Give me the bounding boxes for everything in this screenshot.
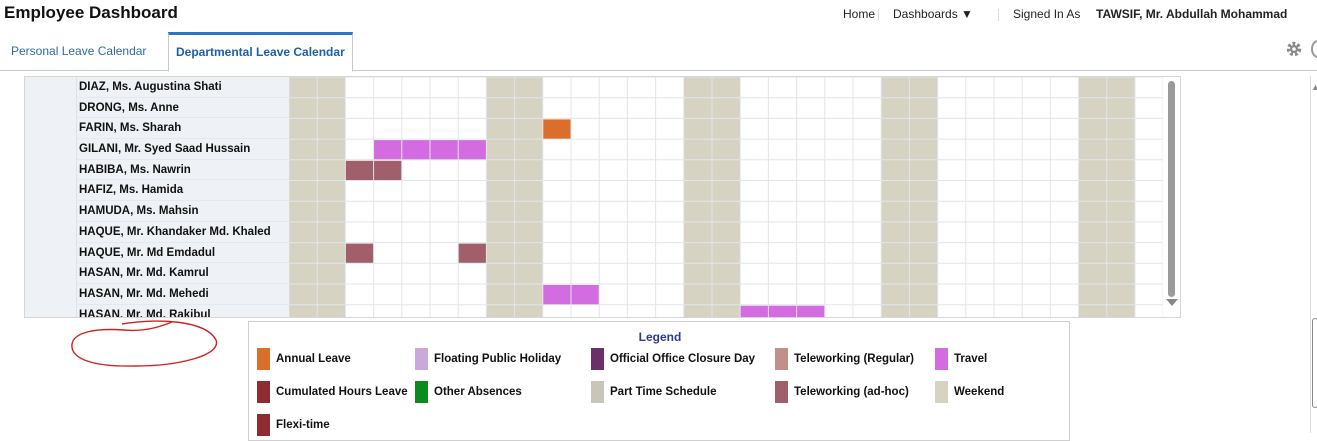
user-menu[interactable]: TAWSIF, Mr. Abdullah Mohammad — [1096, 7, 1288, 21]
legend-item: Floating Public Holiday — [415, 348, 561, 370]
employee-name: HAQUE, Mr. Md Emdadul — [77, 242, 289, 264]
legend-label: Flexi-time — [276, 419, 330, 431]
employee-name: HASAN, Mr. Md. Mehedi — [77, 283, 289, 305]
red-scribble-annotation — [71, 320, 218, 367]
employee-name: HAMUDA, Ms. Mahsin — [77, 201, 289, 222]
legend-label: Annual Leave — [276, 353, 351, 365]
legend-swatch — [935, 381, 948, 403]
legend-swatch — [257, 381, 270, 403]
legend-label: Cumulated Hours Leave — [276, 386, 408, 398]
legend-item: Teleworking (Regular) — [775, 348, 914, 370]
employee-name: DIAZ, Ms. Augustina Shati — [77, 77, 289, 98]
weekend-cell — [1078, 77, 1107, 317]
leave-entry-travel — [740, 305, 825, 317]
legend-swatch — [415, 348, 428, 370]
legend-item: Annual Leave — [257, 348, 351, 370]
nav-divider — [998, 9, 999, 21]
scroll-down-arrow-icon[interactable] — [1166, 299, 1178, 306]
employee-name-list: DIAZ, Ms. Augustina Shati DRONG, Ms. Anne… — [77, 77, 289, 317]
app-header: Employee Dashboard Home Dashboards ▼ Sig… — [0, 0, 1317, 30]
legend-label: Weekend — [954, 386, 1005, 398]
signed-in-label: Signed In As — [1013, 7, 1081, 21]
dashboards-menu[interactable]: Dashboards ▼ — [893, 7, 973, 21]
weekend-cell — [881, 77, 910, 317]
row-header-strip — [25, 77, 77, 317]
leave-calendar-grid — [289, 77, 1163, 317]
weekend-cell — [317, 77, 346, 317]
legend-label: Travel — [954, 353, 988, 365]
legend-item: Travel — [935, 348, 987, 370]
home-link[interactable]: Home — [843, 7, 876, 21]
legend-label: Part Time Schedule — [610, 386, 717, 398]
employee-name: FARIN, Ms. Sharah — [77, 118, 289, 140]
legend-swatch — [415, 381, 428, 403]
legend-label: Official Office Closure Day — [610, 353, 756, 365]
tab-bar: Personal Leave Calendar Departmental Lea… — [0, 32, 1317, 72]
weekend-cell — [909, 77, 938, 317]
leave-entry-teleworking-adhoc — [345, 243, 374, 264]
tab-personal-leave-calendar[interactable]: Personal Leave Calendar — [11, 44, 147, 58]
legend-swatch — [257, 348, 270, 370]
employee-name: HABIBA, Ms. Nawrin — [77, 159, 289, 181]
page-scroll-thumb[interactable] — [1312, 318, 1317, 408]
legend-box: Legend Annual Leave Floating Public Holid… — [248, 321, 1070, 441]
weekend-cell — [683, 77, 712, 317]
legend-item: Other Absences — [415, 381, 522, 403]
leave-entry-annual-leave — [542, 119, 571, 140]
weekend-cell — [289, 77, 318, 317]
legend-item: Flexi-time — [257, 414, 330, 436]
employee-name: DRONG, Ms. Anne — [77, 97, 289, 119]
tab-departmental-leave-calendar[interactable]: Departmental Leave Calendar — [168, 32, 353, 72]
legend-swatch — [775, 381, 788, 403]
weekend-cell — [1106, 77, 1135, 317]
legend-swatch — [591, 348, 604, 370]
gear-icon[interactable] — [1285, 40, 1303, 58]
page-scrollbar[interactable] — [1310, 76, 1317, 433]
legend-label: Teleworking (ad-hoc) — [794, 386, 909, 398]
scroll-up-arrow-icon[interactable]: ▲ — [1311, 82, 1317, 92]
employee-name: HAQUE, Mr. Khandaker Md. Khaled — [77, 221, 289, 243]
legend-swatch — [775, 348, 788, 370]
legend-item: Cumulated Hours Leave — [257, 381, 408, 403]
legend-swatch — [591, 381, 604, 403]
legend-swatch — [935, 348, 948, 370]
employee-name: HAFIZ, Ms. Hamida — [77, 180, 289, 202]
legend-label: Other Absences — [434, 386, 522, 398]
leave-entry-teleworking-adhoc — [458, 243, 487, 264]
legend-label: Teleworking (Regular) — [794, 353, 914, 365]
weekend-cell — [486, 77, 515, 317]
legend-item: Teleworking (ad-hoc) — [775, 381, 909, 403]
legend-label: Floating Public Holiday — [434, 353, 562, 365]
legend-item: Weekend — [935, 381, 1004, 403]
legend-item: Official Office Closure Day — [591, 348, 755, 370]
employee-name: HASAN, Mr. Md. Kamrul — [77, 263, 289, 284]
employee-name: HASAN, Mr. Md. Rakibul — [77, 304, 289, 317]
vertical-scrollbar[interactable] — [1163, 77, 1180, 317]
help-icon[interactable] — [1311, 40, 1317, 58]
weekend-cell — [712, 77, 741, 317]
app-title: Employee Dashboard — [4, 3, 178, 22]
employee-name: GILANI, Mr. Syed Saad Hussain — [77, 139, 289, 160]
legend-swatch — [257, 414, 270, 436]
scroll-thumb[interactable] — [1168, 81, 1175, 297]
legend-title: Legend — [638, 330, 682, 344]
calendar-panel: DIAZ, Ms. Augustina Shati DRONG, Ms. Anne… — [24, 76, 1181, 318]
nav-divider — [878, 9, 879, 21]
legend-item: Part Time Schedule — [591, 381, 717, 403]
weekend-cell — [514, 77, 543, 317]
